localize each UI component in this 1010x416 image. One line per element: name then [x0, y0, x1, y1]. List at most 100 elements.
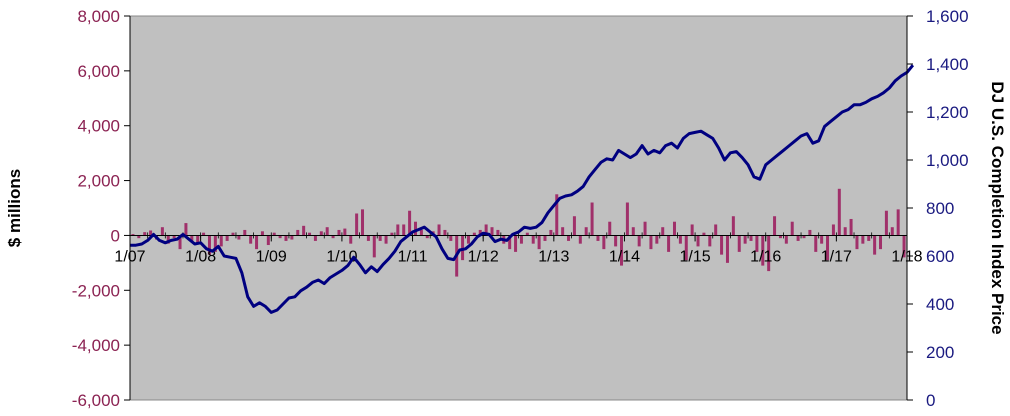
- flow-bar: [831, 224, 835, 236]
- left-tick-label: 2,000: [77, 172, 120, 191]
- flow-bar: [684, 235, 688, 261]
- flow-bar: [843, 227, 847, 236]
- x-tick-label: 1/15: [680, 248, 711, 265]
- flow-bar: [578, 235, 582, 244]
- flow-bar: [319, 231, 323, 236]
- flow-bar: [266, 235, 270, 246]
- flow-bar: [867, 235, 871, 241]
- flow-bar: [884, 210, 888, 236]
- flow-bar: [602, 235, 606, 250]
- flow-bar: [873, 235, 877, 255]
- right-tick-label: 1,200: [926, 103, 969, 122]
- right-tick-label: 400: [926, 295, 954, 314]
- flow-bar: [207, 235, 211, 255]
- left-axis-title: $ millions: [5, 169, 24, 247]
- left-tick-label: -4,000: [72, 336, 120, 355]
- flow-bar: [466, 235, 470, 244]
- flow-bar: [172, 235, 176, 239]
- flow-bar: [378, 235, 382, 241]
- flow-bar: [755, 235, 759, 252]
- flow-bar: [472, 232, 476, 236]
- x-tick-label: 1/12: [468, 248, 499, 265]
- flow-bar: [778, 235, 782, 239]
- flow-bar: [614, 235, 618, 247]
- right-tick-label: 200: [926, 343, 954, 362]
- right-tick-label: 1,400: [926, 55, 969, 74]
- flow-bar: [561, 227, 565, 236]
- flow-bar: [708, 235, 712, 247]
- left-y-axis: 8,000 6,000 4,000 2,000 0 -2,000 -4,000 -6,000: [72, 7, 130, 410]
- flow-bar: [720, 235, 724, 255]
- flow-bar: [225, 235, 229, 241]
- flow-bar: [549, 229, 553, 236]
- flow-bar: [437, 224, 441, 236]
- flow-bar: [219, 235, 223, 247]
- flow-bar: [808, 229, 812, 236]
- right-tick-label: 1,000: [926, 151, 969, 170]
- flow-bar: [773, 216, 777, 236]
- flow-bar: [255, 235, 259, 250]
- flow-bar: [308, 232, 312, 236]
- flow-bar: [743, 235, 747, 244]
- flow-bar: [402, 224, 406, 236]
- flow-bar: [366, 235, 370, 241]
- flow-bar: [231, 232, 235, 236]
- flow-bar: [855, 235, 859, 250]
- flow-bar: [413, 221, 417, 236]
- flow-bar: [461, 235, 465, 261]
- right-tick-label: 1,600: [926, 7, 969, 26]
- flow-bar: [596, 235, 600, 241]
- flow-bar: [184, 223, 188, 236]
- flow-bar: [390, 232, 394, 236]
- flow-bar: [260, 231, 264, 236]
- flow-bar: [143, 232, 147, 236]
- flow-bar: [584, 227, 588, 236]
- flow-bar: [802, 235, 806, 239]
- flow-bar: [655, 235, 659, 244]
- left-tick-label: 0: [111, 226, 120, 245]
- flow-bar: [890, 227, 894, 236]
- flow-bar: [567, 235, 571, 241]
- flow-bar: [737, 235, 741, 252]
- x-tick-label: 1/13: [538, 248, 569, 265]
- bar-series: [131, 188, 906, 277]
- flow-bar: [190, 235, 194, 241]
- flow-bar: [749, 235, 753, 241]
- flow-bar: [637, 235, 641, 247]
- flow-bar: [761, 235, 765, 266]
- flow-bar: [396, 224, 400, 236]
- flow-bar: [372, 235, 376, 258]
- flow-bar: [543, 235, 547, 241]
- flow-bar: [272, 232, 276, 236]
- flow-bar: [879, 235, 883, 250]
- plot-area: [129, 15, 908, 401]
- flow-bar: [661, 227, 665, 236]
- flow-bar: [361, 209, 365, 236]
- flow-bar: [449, 235, 453, 241]
- flow-bar: [337, 229, 341, 236]
- flow-bar: [137, 235, 141, 239]
- x-tick-label: 1/14: [609, 248, 640, 265]
- flow-bar: [631, 227, 635, 236]
- left-tick-label: 6,000: [77, 62, 120, 81]
- flow-bar: [514, 235, 518, 252]
- flow-bar: [160, 227, 164, 236]
- flow-bar: [620, 235, 624, 266]
- x-axis: 1/07 1/08 1/09 1/10 1/11 1/12 1/13 1/14 1/15 1/16…: [114, 232, 923, 265]
- flow-bar: [731, 216, 735, 236]
- flow-bar: [643, 221, 647, 236]
- left-tick-label: 8,000: [77, 7, 120, 26]
- flow-bar: [508, 235, 512, 250]
- flow-bar: [278, 235, 282, 239]
- flow-bar: [590, 202, 594, 236]
- flow-bar: [608, 221, 612, 236]
- x-tick-label: 1/08: [185, 248, 216, 265]
- flow-bar: [331, 235, 335, 239]
- flow-bar: [355, 213, 359, 236]
- flow-bar: [249, 235, 253, 244]
- flow-bar: [531, 235, 535, 244]
- flow-bar: [690, 224, 694, 236]
- flow-bar: [443, 229, 447, 236]
- flow-bar: [702, 232, 706, 236]
